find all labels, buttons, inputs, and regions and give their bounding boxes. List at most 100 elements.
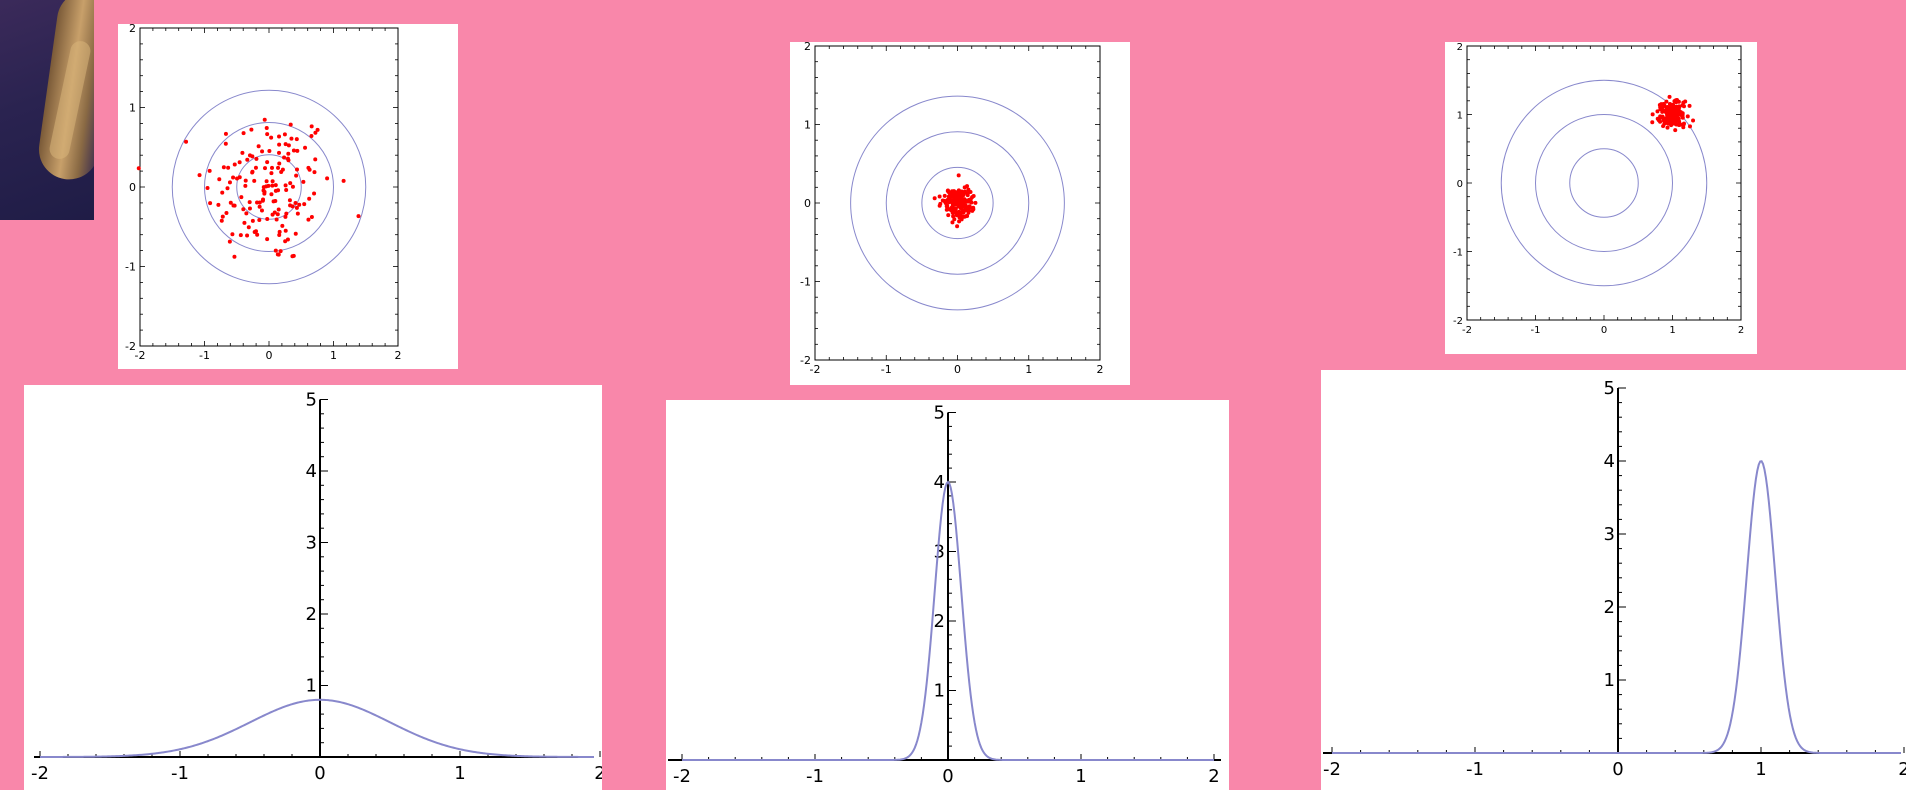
data-point	[294, 205, 299, 210]
data-point	[208, 201, 213, 206]
data-point	[1674, 116, 1679, 121]
data-point	[932, 196, 937, 201]
data-point	[221, 165, 226, 170]
plot-frame	[1466, 45, 1742, 321]
y-tick-label: 2	[129, 24, 136, 35]
data-point	[273, 248, 278, 253]
data-point	[277, 229, 282, 234]
y-tick-label: 4	[1604, 451, 1615, 472]
data-point	[946, 213, 951, 218]
data-point	[282, 155, 287, 160]
data-point	[254, 156, 259, 161]
data-point	[269, 135, 274, 140]
data-point	[275, 252, 280, 257]
data-point	[280, 223, 285, 228]
data-point	[962, 189, 967, 194]
data-point	[254, 229, 259, 234]
density-plot-2: -2 -1 0 1 2 1 2 3 4 5	[666, 400, 1229, 790]
data-point	[220, 214, 225, 219]
y-tick-label: 0	[129, 181, 136, 194]
data-point	[287, 198, 292, 203]
data-point	[307, 196, 312, 201]
x-tick-label: 2	[594, 763, 602, 784]
data-point	[1669, 122, 1674, 127]
y-tick-label: 5	[1604, 378, 1615, 399]
data-point	[946, 189, 951, 194]
x-tick-label: 1	[1669, 325, 1675, 336]
target-ring	[921, 166, 994, 240]
data-point	[207, 168, 212, 173]
data-point	[309, 133, 314, 138]
data-point	[285, 237, 290, 242]
data-point	[261, 197, 266, 202]
data-point	[205, 185, 210, 190]
data-point	[1681, 100, 1686, 105]
data-point	[940, 198, 945, 203]
target-ring	[1569, 148, 1639, 218]
data-point	[1681, 125, 1686, 130]
data-point	[277, 150, 282, 155]
data-point	[1658, 105, 1663, 110]
data-point	[302, 202, 307, 207]
data-point	[266, 183, 271, 188]
data-point	[293, 231, 298, 236]
data-point	[230, 232, 235, 237]
data-point	[286, 158, 291, 163]
y-tick-label: 3	[1604, 524, 1615, 545]
data-point	[247, 206, 252, 211]
data-point	[356, 214, 361, 219]
data-point	[295, 148, 300, 153]
data-point	[971, 194, 976, 199]
data-point	[942, 193, 947, 198]
data-point	[283, 228, 288, 233]
data-point	[267, 148, 272, 153]
data-point	[276, 207, 281, 212]
x-tick-label: 2	[1208, 766, 1219, 787]
data-point	[1664, 99, 1669, 104]
data-point	[270, 179, 275, 184]
data-point	[313, 130, 318, 135]
target-ring	[1500, 79, 1708, 287]
y-tick-label: -1	[800, 276, 811, 289]
data-point	[1691, 118, 1696, 123]
x-tick-label: 2	[1738, 325, 1744, 336]
data-point	[947, 207, 952, 212]
data-point	[243, 178, 248, 183]
data-point	[950, 210, 955, 215]
data-point	[250, 154, 255, 159]
data-point	[303, 145, 308, 150]
y-tick-label: 2	[306, 604, 317, 625]
data-point	[283, 142, 288, 147]
data-point	[278, 249, 283, 254]
data-point	[283, 214, 288, 219]
data-point	[255, 232, 260, 237]
data-point	[265, 132, 270, 137]
target-ring	[1535, 114, 1673, 252]
data-point	[216, 202, 221, 207]
data-point	[963, 204, 968, 209]
y-tick-label: 1	[306, 676, 317, 697]
data-point	[283, 183, 288, 188]
data-point	[219, 218, 224, 223]
data-point	[1667, 94, 1672, 99]
data-point	[277, 134, 282, 139]
data-point	[232, 162, 237, 167]
data-point	[225, 186, 230, 191]
data-point	[1673, 128, 1678, 133]
data-point	[265, 160, 270, 165]
data-point	[1679, 112, 1684, 117]
data-point	[262, 117, 267, 122]
data-point	[965, 184, 970, 189]
data-point	[277, 142, 282, 147]
data-point	[1665, 125, 1670, 130]
data-point	[270, 183, 275, 188]
y-tick-label: 1	[1604, 670, 1615, 691]
data-point	[309, 215, 314, 220]
data-point	[1667, 102, 1672, 107]
x-tick-label: 2	[1097, 363, 1104, 376]
data-point	[250, 170, 255, 175]
density-curve	[1332, 460, 1901, 754]
x-tick-label: 0	[942, 766, 953, 787]
data-point	[270, 165, 275, 170]
target-ring	[204, 122, 334, 252]
